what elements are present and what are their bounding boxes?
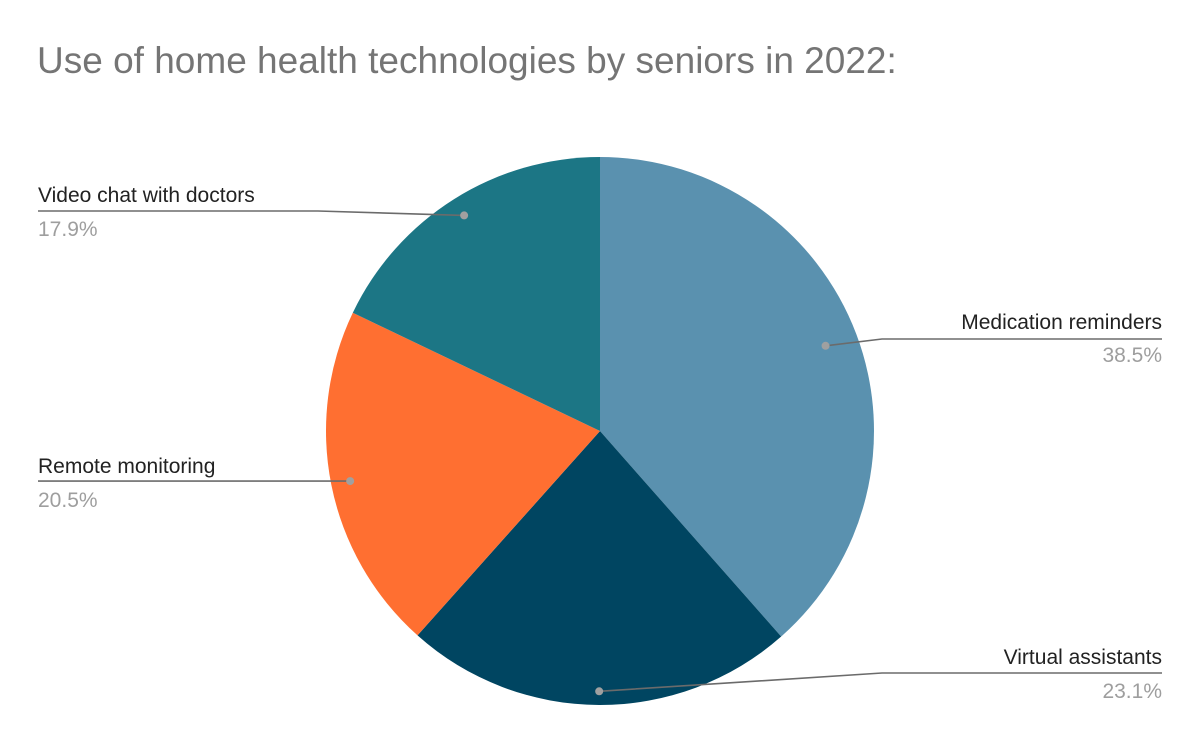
slice-value-video-chat-with-doctors: 17.9% [38, 218, 98, 241]
leader-line-medication-reminders [825, 338, 1162, 347]
slice-annotations: Medication reminders 38.5% Virtual assista… [38, 184, 1162, 703]
slice-value-virtual-assistants: 23.1% [1102, 680, 1162, 703]
leader-dot-remote-monitoring [346, 477, 355, 486]
leader-line-virtual-assistants [599, 672, 1162, 693]
pie-slice-virtual-assistants [417, 431, 782, 705]
slice-value-medication-reminders: 38.5% [1102, 344, 1162, 367]
pie-slices [326, 157, 874, 705]
leader-dot-video-chat-with-doctors [460, 211, 469, 220]
slice-label-remote-monitoring: Remote monitoring [38, 455, 215, 478]
slice-label-medication-reminders: Medication reminders [961, 311, 1162, 334]
chart-title: Use of home health technologies by senio… [37, 40, 897, 81]
slice-value-remote-monitoring: 20.5% [38, 489, 98, 512]
leader-line-video-chat-with-doctors [38, 210, 465, 217]
slice-label-virtual-assistants: Virtual assistants [1004, 646, 1162, 669]
slice-label-video-chat-with-doctors: Video chat with doctors [38, 184, 255, 207]
pie-slice-video-chat-with-doctors [352, 157, 600, 431]
pie-slice-remote-monitoring [326, 312, 600, 636]
pie-slice-medication-reminders [600, 157, 874, 637]
leader-dot-virtual-assistants [595, 687, 604, 696]
leader-dot-medication-reminders [821, 341, 830, 350]
